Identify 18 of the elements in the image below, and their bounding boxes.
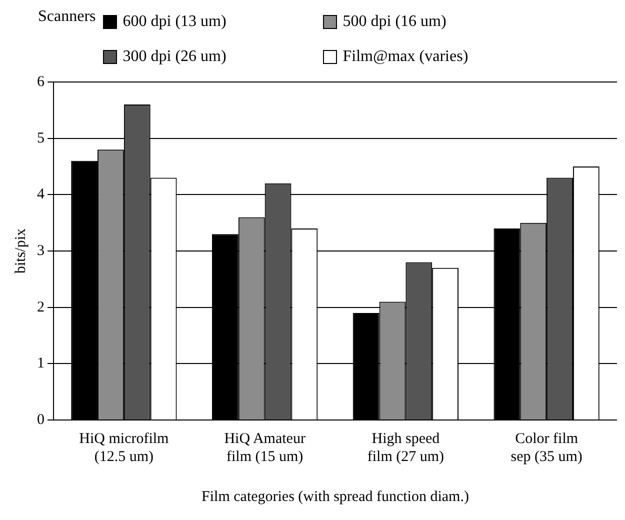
- y-tick-label: 6: [37, 74, 45, 90]
- legend-label: 300 dpi (26 um): [122, 48, 226, 66]
- y-tick-label: 3: [37, 242, 44, 259]
- y-tick-label: 1: [37, 356, 44, 372]
- y-tick-label: 5: [37, 130, 44, 146]
- x-tick-label: High speed film (27 um): [367, 430, 444, 465]
- x-tick-label: Color film sep (35 um): [510, 430, 582, 465]
- legend-title: Scanners: [38, 8, 96, 27]
- x-axis-title: Film categories (with spread function diam.): [202, 488, 469, 505]
- x-tick-label: HiQ microfilm (12.5 um): [79, 430, 170, 465]
- legend-label: 500 dpi (16 um): [342, 12, 446, 30]
- legend-label: 600 dpi (13 um): [122, 12, 226, 30]
- x-tick-label: HiQ Amateur film (15 um): [224, 430, 306, 465]
- legend-label: Film@max (varies): [342, 48, 468, 66]
- y-tick-label: 2: [37, 299, 44, 316]
- y-tick-label: 0: [37, 412, 44, 428]
- y-axis-title: bits/pix: [12, 228, 29, 274]
- y-tick-label: 4: [37, 186, 45, 203]
